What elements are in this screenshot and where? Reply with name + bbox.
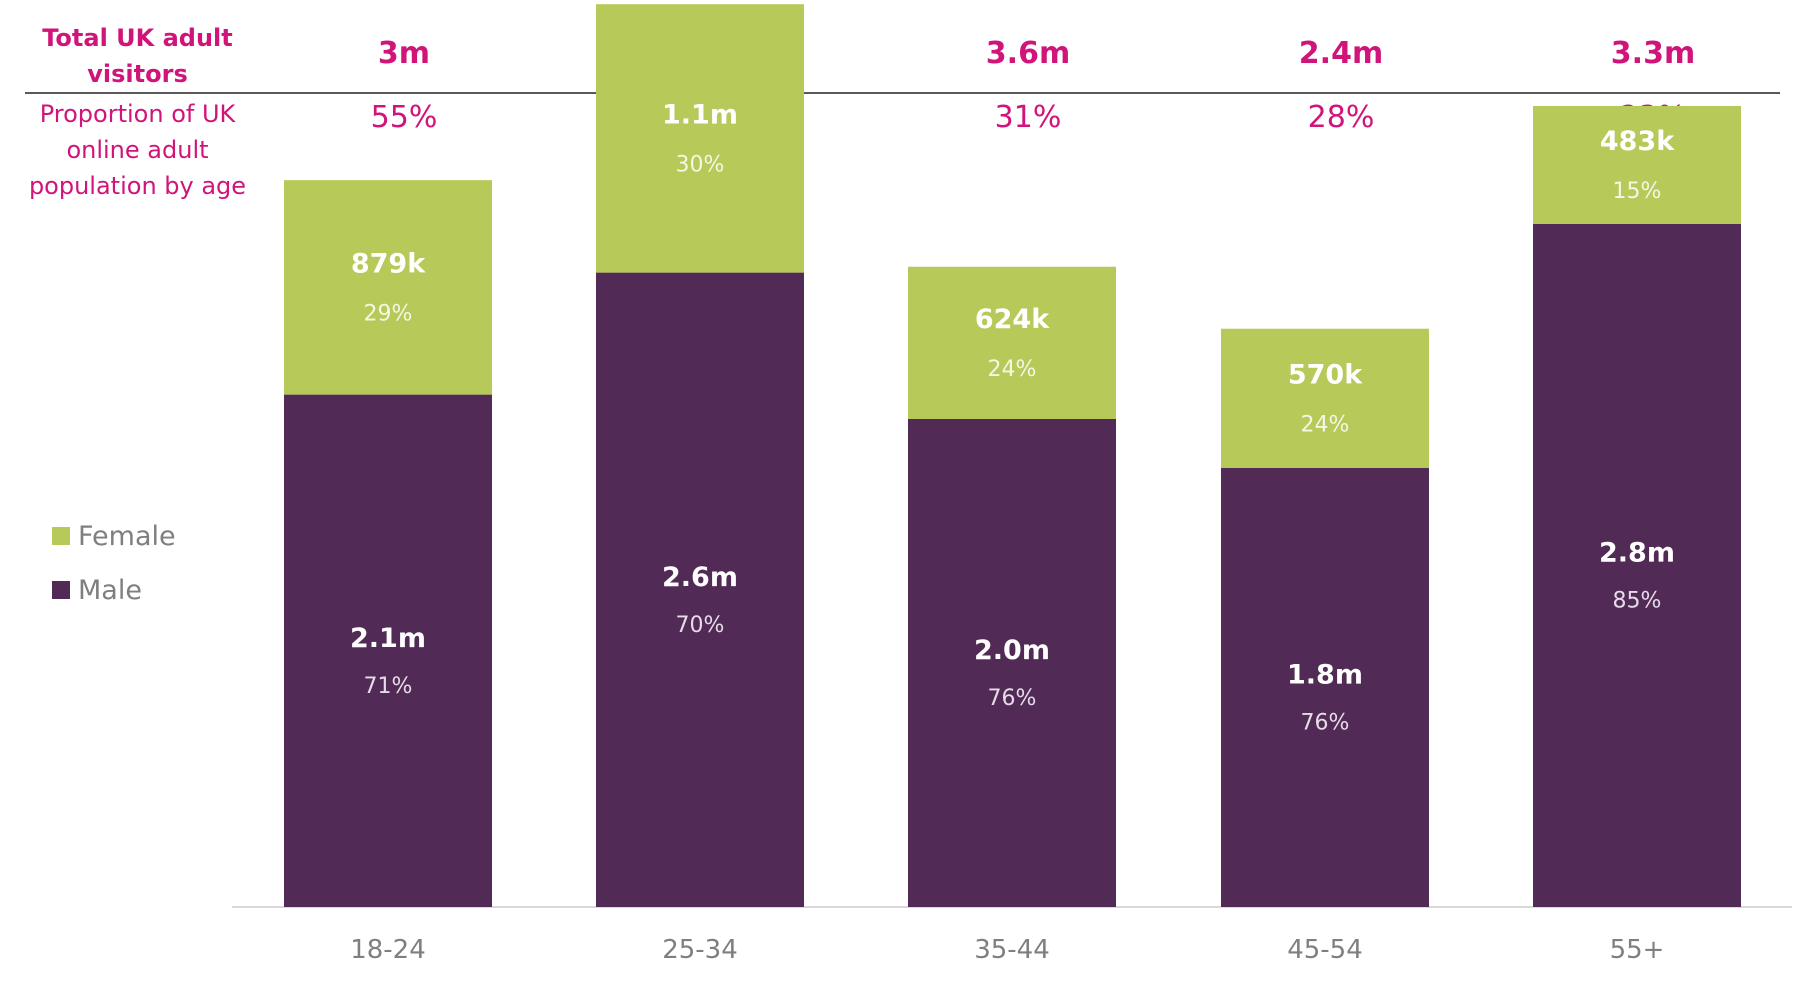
header-divider: [25, 92, 1780, 94]
x-tick-label: 18-24: [350, 935, 426, 965]
bar-female-25-34: [596, 4, 804, 273]
x-tick-label: 35-44: [974, 935, 1050, 965]
legend-item-male: Male: [52, 574, 176, 606]
x-tick-label: 55+: [1610, 935, 1665, 965]
population-share-value: 28%: [1307, 100, 1375, 135]
proportion-label: Proportion of UK online adult population…: [28, 100, 247, 200]
female-value-label: 879k: [351, 248, 426, 279]
x-tick-label: 25-34: [662, 935, 738, 965]
total-visitors-value: 3.3m: [1610, 36, 1696, 71]
male-pct-label: 85%: [1613, 588, 1662, 613]
bar-female-18-24: [284, 180, 492, 395]
female-pct-label: 24%: [988, 357, 1037, 382]
bar-male-55+: [1533, 223, 1741, 908]
legend-swatch-female: [52, 527, 70, 545]
male-pct-label: 70%: [676, 613, 725, 638]
male-pct-label: 76%: [988, 686, 1037, 711]
bar-female-55+: [1533, 105, 1741, 224]
bar-male-35-44: [908, 419, 1116, 907]
total-visitors-value: 3m: [377, 36, 431, 71]
female-value-label: 483k: [1600, 126, 1675, 157]
population-share-value: 55%: [370, 100, 438, 135]
male-pct-label: 76%: [1301, 710, 1350, 735]
female-value-label: 1.1m: [662, 99, 738, 130]
population-share-value: 31%: [994, 100, 1062, 135]
legend-item-female: Female: [52, 520, 176, 552]
bar-male-45-54: [1221, 467, 1429, 907]
legend-swatch-male: [52, 581, 70, 599]
bar-female-45-54: [1221, 328, 1429, 468]
female-pct-label: 24%: [1301, 412, 1350, 437]
female-pct-label: 30%: [676, 152, 725, 177]
female-pct-label: 29%: [364, 301, 413, 326]
male-value-label: 1.8m: [1287, 659, 1363, 690]
total-visitors-value: 3.6m: [985, 36, 1071, 71]
female-value-label: 570k: [1288, 359, 1363, 390]
bar-male-18-24: [284, 394, 492, 908]
bar-male-25-34: [596, 272, 804, 908]
legend: Female Male: [52, 520, 176, 628]
x-tick-label: 45-54: [1287, 935, 1363, 965]
female-value-label: 624k: [975, 304, 1050, 335]
male-value-label: 2.8m: [1599, 537, 1675, 568]
male-pct-label: 71%: [364, 674, 413, 699]
total-visitors-value: 2.4m: [1298, 36, 1384, 71]
male-value-label: 2.1m: [350, 623, 426, 654]
male-value-label: 2.6m: [662, 562, 738, 593]
legend-label: Male: [78, 574, 142, 606]
legend-label: Female: [78, 520, 176, 552]
total-visitors-label: Total UK adult visitors: [42, 24, 233, 88]
male-value-label: 2.0m: [974, 635, 1050, 666]
female-pct-label: 15%: [1613, 179, 1662, 204]
bar-female-35-44: [908, 266, 1116, 419]
